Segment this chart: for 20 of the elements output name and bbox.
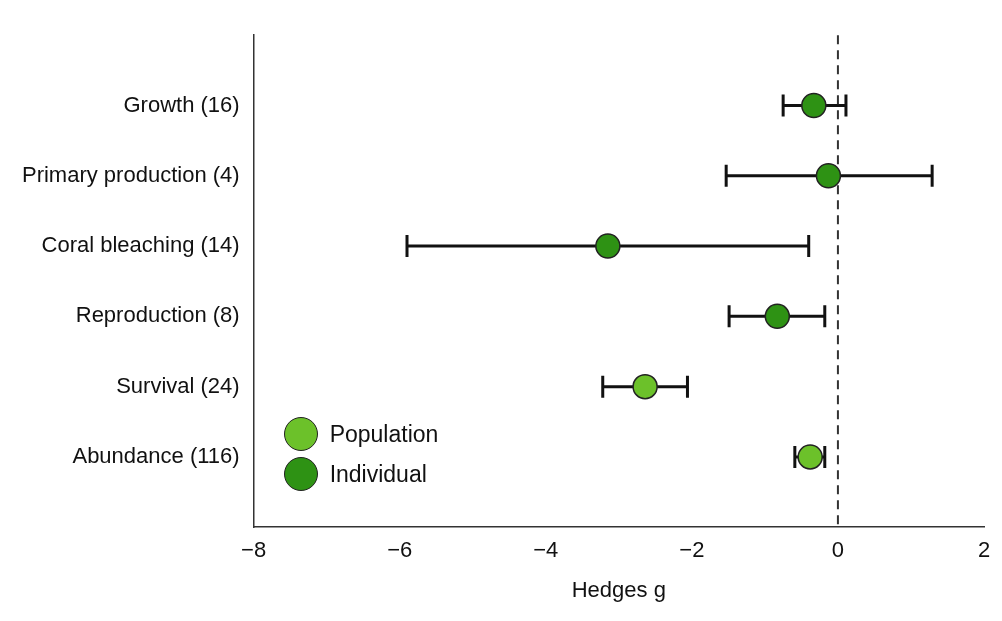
x-tick-label: −8 xyxy=(241,537,267,563)
point xyxy=(632,373,658,400)
y-tick-label: Coral bleaching (14) xyxy=(41,232,240,258)
point xyxy=(815,163,842,189)
x-tick-label: −4 xyxy=(533,537,559,563)
legend-label: Population xyxy=(329,420,439,448)
point xyxy=(801,92,827,119)
y-tick-label: Primary production (4) xyxy=(21,161,240,187)
x-tick-label: −2 xyxy=(679,537,705,563)
x-tick-label: 0 xyxy=(831,537,845,563)
x-tick-label: −6 xyxy=(387,537,413,563)
point xyxy=(764,303,791,330)
x-axis-title: Hedges g xyxy=(571,576,666,602)
point xyxy=(595,233,621,259)
y-tick-label: Reproduction (8) xyxy=(75,302,240,328)
x-tick-label: 2 xyxy=(977,537,991,563)
y-tick-label: Growth (16) xyxy=(123,91,240,117)
y-tick-label: Survival (24) xyxy=(116,372,240,398)
y-tick-label: Abundance (116) xyxy=(72,442,240,468)
legend-label: Individual xyxy=(329,460,427,488)
